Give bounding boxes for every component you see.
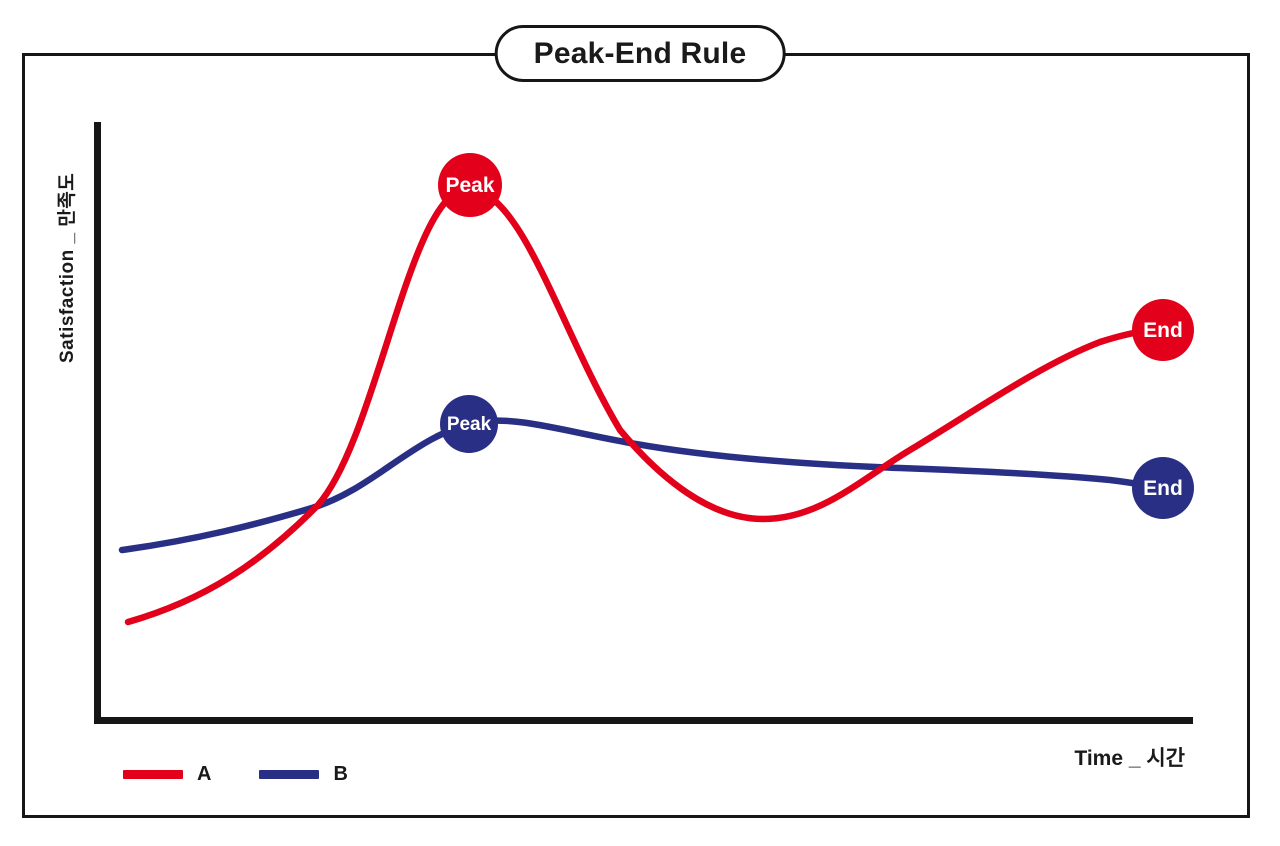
series-b-curve <box>118 417 1166 554</box>
legend-swatch-b <box>259 770 320 779</box>
end-badge-a-label: End <box>1143 318 1183 342</box>
end-badge-series-a: End <box>1132 299 1194 361</box>
legend-label-a: A <box>197 763 212 785</box>
peak-badge-series-a: Peak <box>438 153 502 217</box>
legend: A B <box>123 763 348 786</box>
legend-item-a: A <box>123 763 211 786</box>
title-pill: Peak-End Rule <box>494 25 786 82</box>
legend-item-b: B <box>259 763 348 786</box>
x-axis-label: Time _ 시간 <box>1074 747 1185 770</box>
peak-badge-a-label: Peak <box>445 173 495 197</box>
legend-swatch-a <box>123 770 183 779</box>
legend-label-b: B <box>333 763 348 785</box>
peak-badge-b-label: Peak <box>446 413 492 435</box>
page-title: Peak-End Rule <box>533 36 747 70</box>
peak-badge-series-b: Peak <box>440 395 498 453</box>
end-badge-series-b: End <box>1132 457 1194 519</box>
y-axis-label: Satisfaction _ 만족도 <box>57 172 78 363</box>
series-a-curve <box>124 185 1164 626</box>
end-badge-b-label: End <box>1143 476 1183 500</box>
